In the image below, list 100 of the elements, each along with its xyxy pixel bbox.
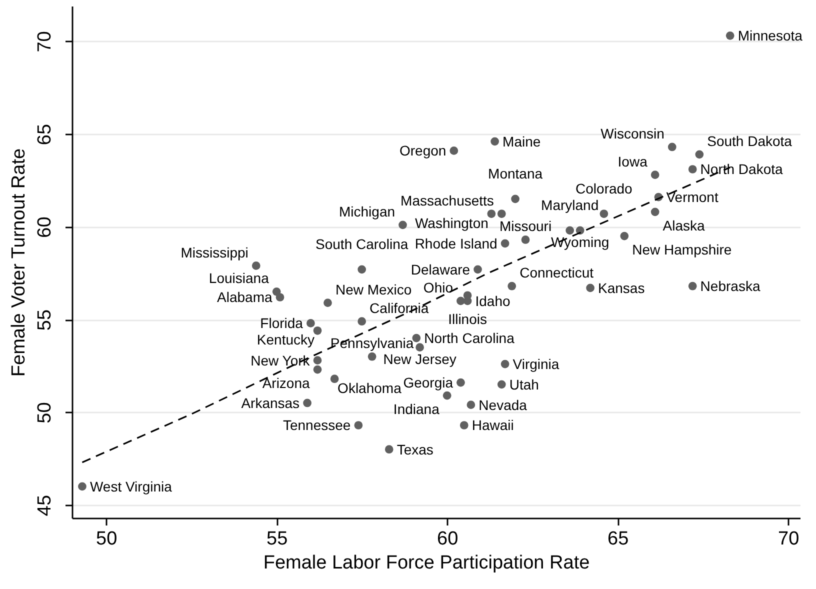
point — [490, 137, 500, 146]
data-label: Oregon — [399, 142, 446, 159]
data-label: Alaska — [662, 217, 706, 234]
data-label: Arizona — [262, 375, 310, 392]
data-label: Delaware — [410, 261, 470, 278]
point — [252, 262, 260, 270]
point — [668, 142, 676, 152]
point — [313, 326, 322, 335]
y-tick-label: 55 — [34, 309, 56, 331]
y-axis-title: Female Voter Turnout Rate — [8, 148, 30, 377]
point — [324, 298, 332, 307]
point — [726, 32, 734, 40]
data-label: Alabama — [217, 289, 272, 306]
data-label: Rhode Island — [414, 235, 498, 252]
point — [474, 265, 482, 274]
point — [450, 146, 458, 155]
point — [688, 165, 697, 174]
point — [313, 356, 322, 364]
data-label: Minnesota — [738, 28, 803, 44]
point — [384, 445, 394, 454]
point — [500, 239, 510, 248]
data-label: Tennessee — [282, 417, 351, 434]
point — [416, 343, 424, 352]
data-label: Maine — [502, 133, 541, 150]
data-label: Arkansas — [241, 394, 300, 411]
data-label: Kansas — [598, 280, 645, 296]
data-label: New Mexico — [335, 281, 412, 298]
point — [695, 150, 704, 159]
data-label: Maryland — [541, 196, 599, 213]
data-label: Vermont — [666, 189, 718, 206]
x-tick-label: 70 — [778, 528, 800, 550]
point — [78, 482, 86, 491]
point — [620, 232, 629, 240]
data-label: Iowa — [618, 153, 648, 170]
point — [497, 210, 506, 218]
data-label: Missouri — [499, 218, 552, 234]
point — [487, 210, 496, 218]
point — [330, 374, 339, 384]
y-tick-label: 45 — [34, 494, 56, 516]
data-label: South Carolina — [316, 236, 408, 252]
point — [313, 365, 322, 374]
point — [586, 284, 594, 292]
data-label: Georgia — [403, 374, 454, 391]
data-label: Wisconsin — [600, 126, 664, 142]
y-tick-label: 60 — [34, 216, 56, 238]
data-label: New York — [250, 352, 311, 368]
point — [497, 380, 506, 389]
data-label: Connecticut — [520, 264, 594, 281]
point — [688, 282, 697, 290]
y-tick-label: 50 — [34, 402, 56, 424]
x-axis-title: Female Labor Force Participation Rate — [263, 552, 590, 574]
y-tick-label: 70 — [34, 31, 56, 52]
data-label: New Jersey — [383, 351, 456, 368]
data-label: Kentucky — [256, 332, 315, 348]
data-label: Indiana — [393, 401, 440, 418]
data-label: Montana — [488, 165, 543, 182]
data-label: Michigan — [339, 203, 396, 220]
data-label: Ohio — [423, 280, 454, 296]
data-label: Louisiana — [208, 270, 270, 286]
data-label: California — [370, 300, 429, 316]
point — [460, 421, 468, 430]
x-tick-label: 60 — [437, 528, 458, 550]
point — [511, 194, 520, 204]
data-label: Pennsylvania — [330, 334, 414, 351]
point — [354, 421, 363, 430]
data-label: Mississippi — [180, 244, 248, 260]
point — [600, 210, 608, 218]
data-label: Virginia — [512, 356, 560, 372]
data-label: Oklahoma — [338, 380, 402, 396]
x-tick-label: 50 — [96, 528, 118, 550]
data-label: North Carolina — [424, 330, 515, 346]
point — [500, 360, 510, 368]
point — [456, 378, 465, 387]
point — [508, 282, 516, 290]
point — [368, 352, 376, 361]
point — [358, 317, 366, 326]
point — [303, 398, 312, 408]
point — [650, 208, 660, 216]
data-label: Hawaii — [472, 417, 514, 434]
point — [650, 170, 660, 179]
y-tick-label: 65 — [34, 124, 56, 146]
point — [306, 319, 315, 328]
data-label: Wyoming — [550, 234, 610, 250]
data-label: Idaho — [475, 292, 511, 309]
point — [566, 226, 574, 235]
data-label: Nevada — [478, 396, 528, 413]
data-label: Massachusetts — [400, 192, 494, 208]
point — [398, 220, 407, 230]
data-label: Utah — [509, 376, 539, 392]
data-label: Nebraska — [700, 278, 760, 294]
data-label: Florida — [260, 315, 304, 332]
data-label: Washington — [414, 214, 488, 231]
x-tick-label: 65 — [608, 528, 629, 550]
data-label: Colorado — [576, 180, 633, 196]
point — [442, 391, 452, 400]
data-label: Illinois — [448, 310, 487, 327]
point — [521, 236, 530, 244]
data-label: New Hampshire — [632, 241, 732, 258]
data-label: West Virginia — [90, 478, 172, 494]
point — [276, 293, 284, 302]
